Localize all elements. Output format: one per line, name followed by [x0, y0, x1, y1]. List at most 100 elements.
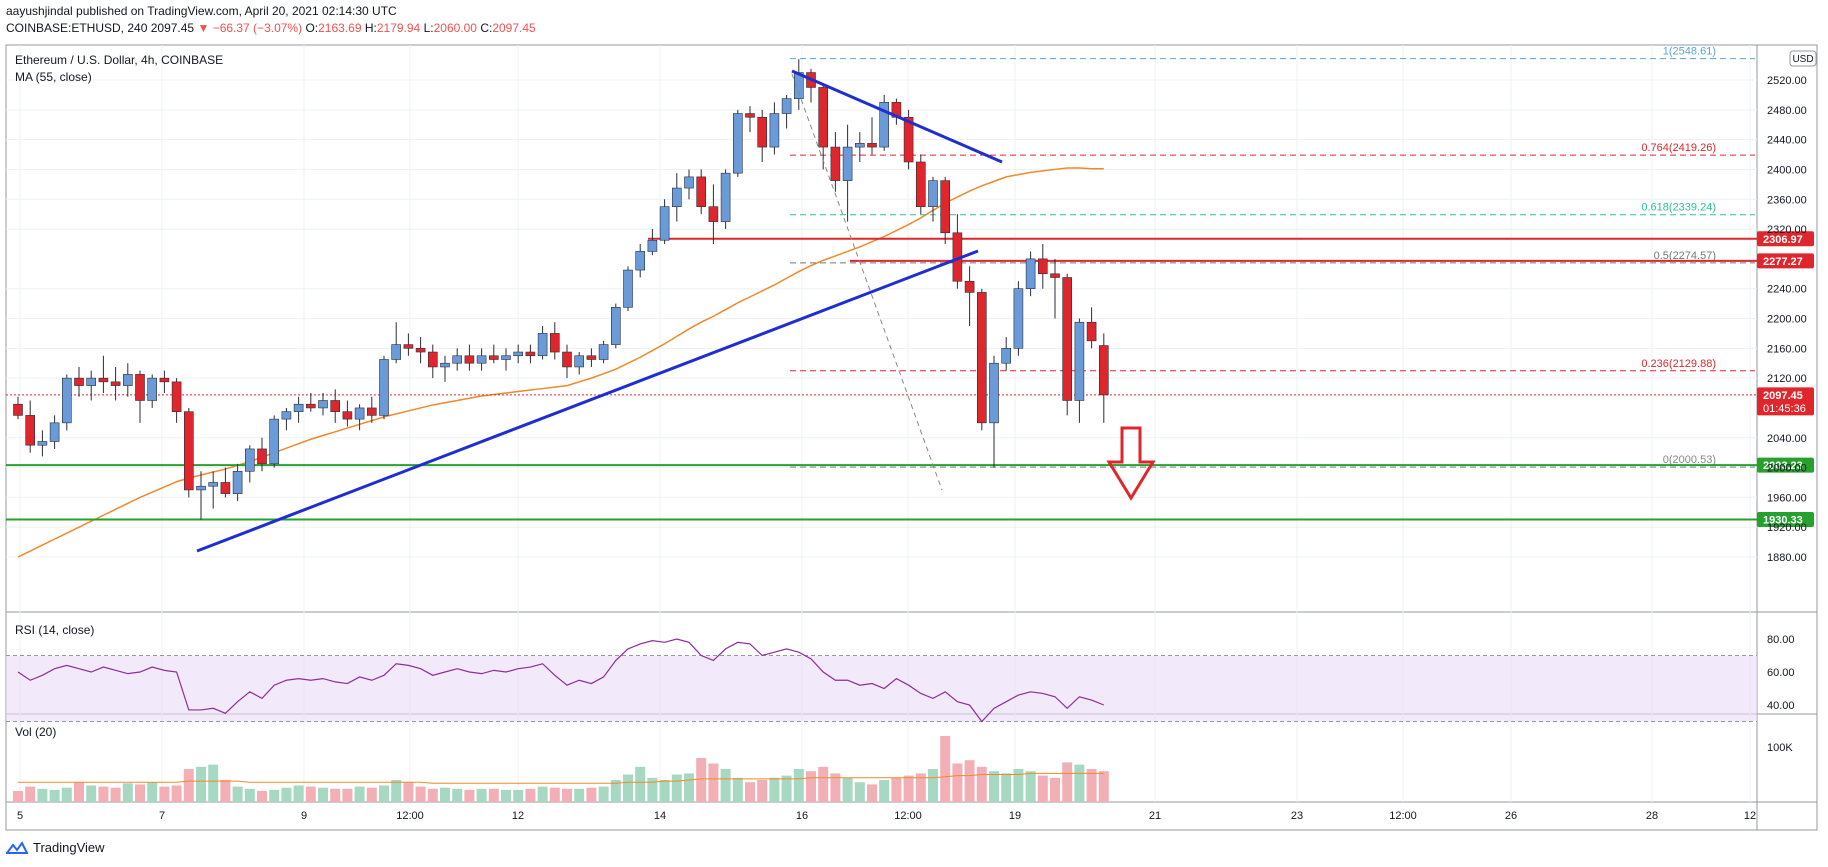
vol-tick-label: 100K	[1767, 742, 1793, 754]
y-tick-label: 2480.00	[1767, 105, 1807, 117]
volume-bar	[135, 784, 145, 802]
x-tick-label: 28	[1646, 810, 1658, 822]
volume-bar	[891, 777, 902, 802]
open-label: O:	[305, 21, 319, 35]
candle-body	[135, 374, 145, 401]
candle-body	[25, 415, 36, 446]
volume-bar	[391, 780, 402, 802]
volume-bar	[659, 780, 670, 802]
candle-body	[732, 113, 743, 174]
candle-body	[147, 377, 157, 401]
candle-body	[708, 206, 719, 222]
candle-body	[110, 381, 121, 386]
candle-body	[525, 351, 536, 357]
high-value: 2179.94	[376, 21, 421, 35]
volume-bar	[952, 763, 963, 802]
candle-body	[196, 485, 206, 491]
x-tick-label: 16	[796, 810, 808, 822]
volume-bar	[574, 788, 585, 802]
candle-body	[318, 400, 328, 409]
price-tag	[1757, 231, 1814, 247]
candle-body	[208, 482, 218, 487]
volume-bar	[671, 774, 682, 802]
candle-body	[379, 359, 389, 416]
countdown-label: 01:45:36	[1763, 403, 1806, 415]
candle-body	[391, 344, 402, 360]
volume-bar	[37, 788, 48, 802]
price-tag-label: 2277.27	[1763, 256, 1803, 268]
currency-badge[interactable]	[1789, 50, 1817, 67]
volume-ma-line	[18, 772, 1104, 784]
candle-body	[232, 470, 243, 494]
rsi-band	[6, 655, 1757, 722]
bullish-trend-line[interactable]	[196, 249, 979, 553]
rsi-pane	[6, 638, 1757, 723]
rsi-line	[17, 638, 1105, 723]
candle-body	[513, 351, 524, 357]
trend-lines[interactable]	[196, 69, 1003, 553]
price-tag	[1757, 457, 1814, 473]
footer-brand[interactable]: TradingView	[6, 840, 105, 855]
fib-level-label: 0(2000.53)	[1663, 454, 1716, 466]
volume-bar	[147, 782, 158, 802]
high-label: H:	[364, 21, 377, 35]
publisher-line: aayushjindal published on TradingView.co…	[6, 4, 397, 18]
volume-bar	[86, 785, 97, 802]
last-price: 2097.45	[150, 21, 195, 35]
open-value: 2163.69	[318, 21, 362, 35]
y-tick-label: 1960.00	[1767, 492, 1807, 504]
rsi-tick-label: 60.00	[1767, 667, 1795, 679]
candle-body	[635, 251, 646, 271]
y-tick-label: 2200.00	[1767, 314, 1807, 326]
volume-bar	[806, 771, 816, 802]
fibonacci-retracement[interactable]: 1(2548.61) 0.764(2419.26) 0.618(2339.24) 0.…	[790, 46, 1755, 468]
candle-body	[769, 113, 780, 148]
candles	[13, 59, 1109, 520]
rsi-tick-label: 40.00	[1767, 700, 1795, 712]
volume-bar	[610, 780, 621, 802]
volume-bar	[293, 785, 304, 802]
candle-body	[61, 377, 72, 424]
volume-bar	[745, 782, 755, 802]
volume-bar	[854, 782, 865, 802]
volume-bar	[232, 786, 243, 802]
candle-body	[74, 377, 84, 386]
y-tick-label: 1920.00	[1767, 522, 1807, 534]
y-tick-label: 2040.00	[1767, 433, 1807, 445]
volume-bar	[159, 786, 170, 802]
chart-title: Ethereum / U.S. Dollar, 4h, COINBASE	[15, 53, 223, 67]
volume-bar	[403, 782, 414, 802]
bearish-trend-line[interactable]	[791, 69, 1003, 164]
ohlc-line: COINBASE:ETHUSD, 240 2097.45 ▼ −66.37 (−…	[6, 21, 536, 35]
volume-bar	[281, 787, 292, 802]
volume-bar	[110, 787, 121, 802]
volume-bar	[549, 787, 560, 802]
candle-body	[989, 362, 999, 424]
candle-body	[49, 422, 60, 442]
candle-body	[415, 348, 426, 353]
volume-bar	[354, 786, 365, 802]
volume-bar	[513, 789, 524, 802]
x-tick-label: 23	[1291, 810, 1303, 822]
candle-body	[562, 351, 572, 368]
volume-bar	[781, 775, 792, 802]
volume-bar	[1098, 771, 1109, 802]
volume-bar	[427, 788, 438, 802]
price-change: −66.37 (−3.07%)	[212, 21, 303, 35]
candle-body	[1099, 345, 1109, 396]
candle-body	[501, 355, 511, 360]
candle-body	[842, 146, 853, 181]
candle-body	[403, 344, 414, 349]
volume-bar	[501, 789, 511, 802]
rsi-tick-label: 80.00	[1767, 634, 1795, 646]
brand-label: TradingView	[33, 840, 105, 855]
y-tick-label: 2120.00	[1767, 373, 1807, 385]
volume-bar	[415, 786, 426, 802]
down-arrow-icon: ▼	[197, 21, 210, 35]
y-tick-label: 2000.00	[1767, 463, 1807, 475]
candle-body	[452, 355, 463, 364]
candle-body	[1038, 258, 1048, 275]
candle-body	[1001, 348, 1012, 364]
